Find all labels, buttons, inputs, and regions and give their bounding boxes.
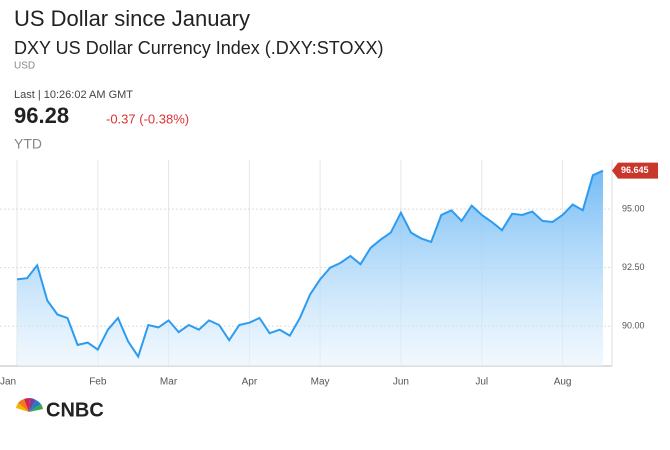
x-tick-label: May: [311, 377, 330, 388]
logo-text: CNBC: [46, 399, 104, 421]
x-tick-label: Aug: [554, 377, 572, 388]
y-tick-label: 95.00: [622, 204, 645, 214]
currency: USD: [14, 61, 35, 72]
logo-icon: [16, 397, 43, 412]
logo: CNBC: [16, 397, 104, 421]
area: [17, 170, 603, 366]
y-tick-label: 92.50: [622, 262, 645, 272]
x-tick-label: Jun: [393, 377, 409, 388]
y-tick-label: 90.00: [622, 321, 645, 331]
x-tick-label: Feb: [89, 377, 107, 388]
last-price: 96.28: [14, 103, 69, 128]
period: YTD: [14, 136, 42, 152]
last-value-tag: [612, 162, 658, 179]
last-time: Last | 10:26:02 AM GMT: [14, 89, 133, 101]
last-value-label: 96.645: [621, 165, 649, 175]
x-tick-label: Mar: [160, 377, 178, 388]
price-change: -0.37 (-0.38%): [106, 111, 189, 126]
chart-title: US Dollar since January: [14, 6, 250, 31]
line: [16, 169, 604, 359]
x-tick-label: Apr: [242, 377, 258, 388]
x-tick-label: Jan: [0, 377, 16, 388]
x-tick-label: Jul: [475, 377, 488, 388]
chart-subtitle: DXY US Dollar Currency Index (.DXY:STOXX…: [14, 38, 383, 58]
